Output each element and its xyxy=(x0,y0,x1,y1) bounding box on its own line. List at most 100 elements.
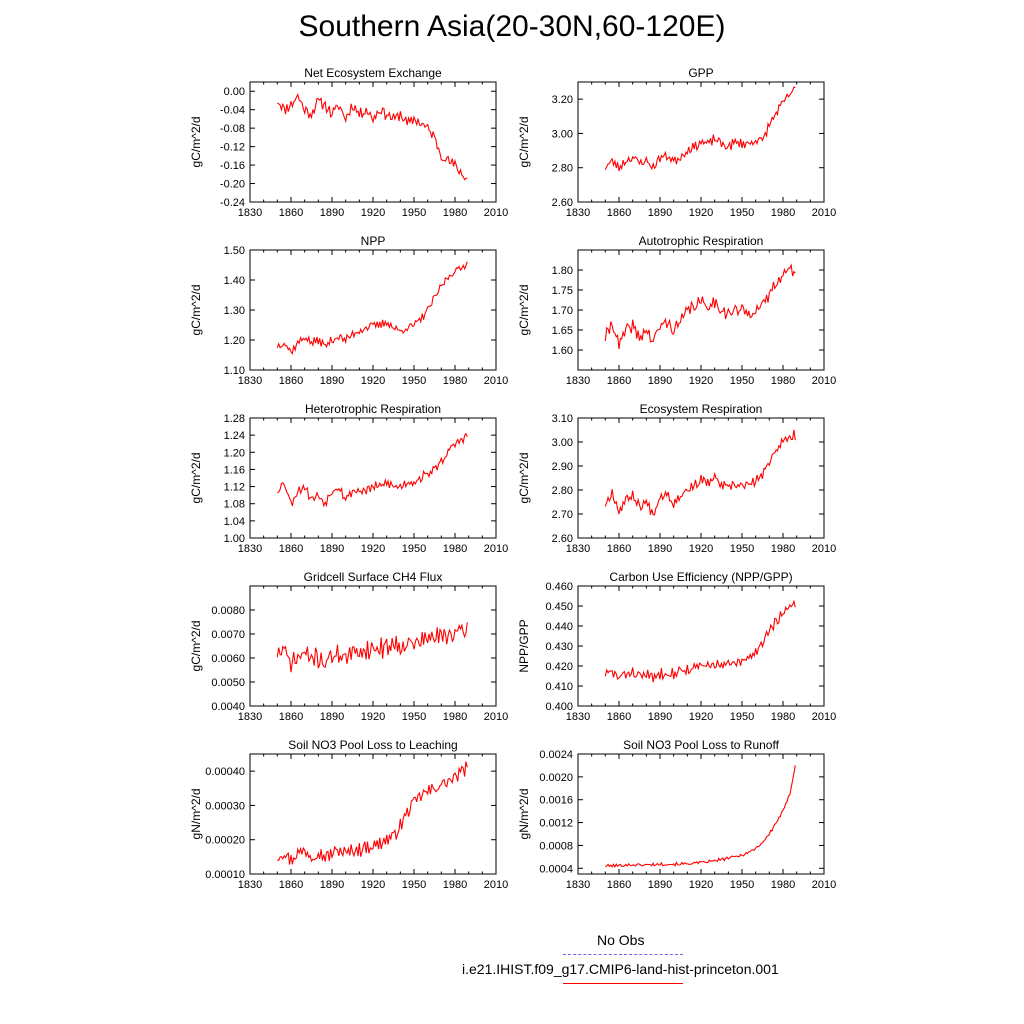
y-tick-label: 1.70 xyxy=(552,305,573,317)
y-tick-label: 3.00 xyxy=(552,437,573,449)
chart-panel: Ecosystem Respiration 1830 1860 1890 1920 195… xyxy=(517,402,836,555)
y-tick-label: 2.90 xyxy=(552,461,573,473)
x-tick-label: 1980 xyxy=(443,711,467,723)
x-tick-label: 1920 xyxy=(689,207,713,219)
y-tick-label: 1.12 xyxy=(224,482,245,494)
x-tick-label: 1830 xyxy=(566,543,590,555)
y-tick-label: 1.65 xyxy=(552,325,573,337)
x-tick-label: 1890 xyxy=(648,375,672,387)
x-tick-label: 1890 xyxy=(648,711,672,723)
x-tick-label: 1980 xyxy=(443,543,467,555)
y-tick-label: 0.420 xyxy=(545,661,573,673)
x-tick-label: 1890 xyxy=(320,711,344,723)
x-tick-label: 1860 xyxy=(607,879,631,891)
x-tick-label: 1830 xyxy=(238,711,262,723)
y-tick-label: -0.20 xyxy=(220,179,245,191)
x-tick-label: 1890 xyxy=(320,375,344,387)
x-tick-label: 1980 xyxy=(443,207,467,219)
x-tick-label: 1920 xyxy=(689,375,713,387)
series-line xyxy=(604,429,796,516)
y-axis-label: gC/m^2/d xyxy=(189,285,203,336)
x-tick-label: 1890 xyxy=(320,543,344,555)
y-axis-label: gN/m^2/d xyxy=(189,789,203,840)
panel-title: Carbon Use Efficiency (NPP/GPP) xyxy=(609,570,792,584)
x-tick-label: 1980 xyxy=(771,543,795,555)
y-tick-label: 3.10 xyxy=(552,413,573,425)
y-tick-label: 1.60 xyxy=(552,345,573,357)
x-tick-label: 1860 xyxy=(607,207,631,219)
x-tick-label: 1920 xyxy=(361,711,385,723)
chart-panel: NPP 1830 1860 1890 1920 1950 1980 2010 1.10 1.20 1… xyxy=(189,234,508,387)
chart-panel: Soil NO3 Pool Loss to Leaching 1830 1860 18… xyxy=(189,738,508,891)
panel-title: NPP xyxy=(361,234,386,248)
y-tick-label: -0.12 xyxy=(220,142,245,154)
x-tick-label: 1860 xyxy=(279,879,303,891)
y-tick-label: 1.24 xyxy=(224,430,245,442)
series-line xyxy=(277,761,468,865)
x-tick-label: 1920 xyxy=(361,207,385,219)
x-tick-label: 1950 xyxy=(402,375,426,387)
y-tick-label: 0.410 xyxy=(545,681,573,693)
y-tick-label: -0.16 xyxy=(220,160,245,172)
y-tick-label: 0.0024 xyxy=(539,749,573,761)
y-axis-label: gN/m^2/d xyxy=(517,789,531,840)
y-tick-label: -0.24 xyxy=(220,197,245,209)
x-tick-label: 1950 xyxy=(402,711,426,723)
y-tick-label: 0.0016 xyxy=(539,795,573,807)
x-tick-label: 1980 xyxy=(443,879,467,891)
series-line xyxy=(276,261,468,355)
chart-panel: Gridcell Surface CH4 Flux 1830 1860 1890 192… xyxy=(189,570,508,723)
plot-frame xyxy=(249,249,497,371)
series-line xyxy=(276,622,468,673)
x-tick-label: 1950 xyxy=(402,207,426,219)
y-axis-label: gC/m^2/d xyxy=(189,117,203,168)
x-tick-label: 1950 xyxy=(730,879,754,891)
y-tick-label: 0.0012 xyxy=(539,818,573,830)
y-tick-label: 1.20 xyxy=(224,335,245,347)
legend-model-line xyxy=(563,983,683,984)
y-tick-label: 0.400 xyxy=(545,701,573,713)
x-tick-label: 1860 xyxy=(279,207,303,219)
x-tick-label: 1860 xyxy=(607,711,631,723)
y-tick-label: 0.00 xyxy=(224,86,245,98)
x-tick-label: 1950 xyxy=(730,375,754,387)
y-tick-label: 0.0020 xyxy=(539,772,573,784)
x-tick-label: 2010 xyxy=(484,375,508,387)
y-axis-label: gC/m^2/d xyxy=(189,621,203,672)
y-tick-label: 1.30 xyxy=(224,305,245,317)
y-axis-label: gC/m^2/d xyxy=(517,117,531,168)
y-tick-label: 0.00040 xyxy=(205,766,245,778)
x-tick-label: 1950 xyxy=(402,879,426,891)
figure-title: Southern Asia(20-30N,60-120E) xyxy=(298,10,726,43)
x-tick-label: 1890 xyxy=(648,879,672,891)
x-tick-label: 1950 xyxy=(730,207,754,219)
y-tick-label: 2.70 xyxy=(552,509,573,521)
panel-title: Heterotrophic Respiration xyxy=(305,402,441,416)
x-tick-label: 1830 xyxy=(566,207,590,219)
chart-panel: Soil NO3 Pool Loss to Runoff 1830 1860 1890… xyxy=(517,738,836,891)
y-tick-label: 0.00020 xyxy=(205,835,245,847)
panel-title: GPP xyxy=(688,66,713,80)
panel-title: Net Ecosystem Exchange xyxy=(304,66,442,80)
plot-frame xyxy=(577,249,825,371)
x-tick-label: 1860 xyxy=(279,375,303,387)
x-tick-label: 1920 xyxy=(361,543,385,555)
x-tick-label: 1980 xyxy=(771,375,795,387)
y-tick-label: 3.00 xyxy=(552,128,573,140)
x-tick-label: 2010 xyxy=(484,543,508,555)
y-tick-label: 0.460 xyxy=(545,581,573,593)
x-tick-label: 1830 xyxy=(238,207,262,219)
plot-frame xyxy=(577,585,825,707)
x-tick-label: 1830 xyxy=(566,879,590,891)
x-tick-label: 1830 xyxy=(238,543,262,555)
x-tick-label: 1890 xyxy=(648,543,672,555)
y-tick-label: 2.60 xyxy=(552,533,573,545)
x-tick-label: 1830 xyxy=(566,711,590,723)
y-tick-label: 0.00010 xyxy=(205,869,245,881)
y-axis-label: gC/m^2/d xyxy=(517,285,531,336)
y-tick-label: 1.80 xyxy=(552,265,573,277)
series-line xyxy=(604,599,796,683)
y-tick-label: 2.80 xyxy=(552,163,573,175)
y-tick-label: 0.430 xyxy=(545,641,573,653)
